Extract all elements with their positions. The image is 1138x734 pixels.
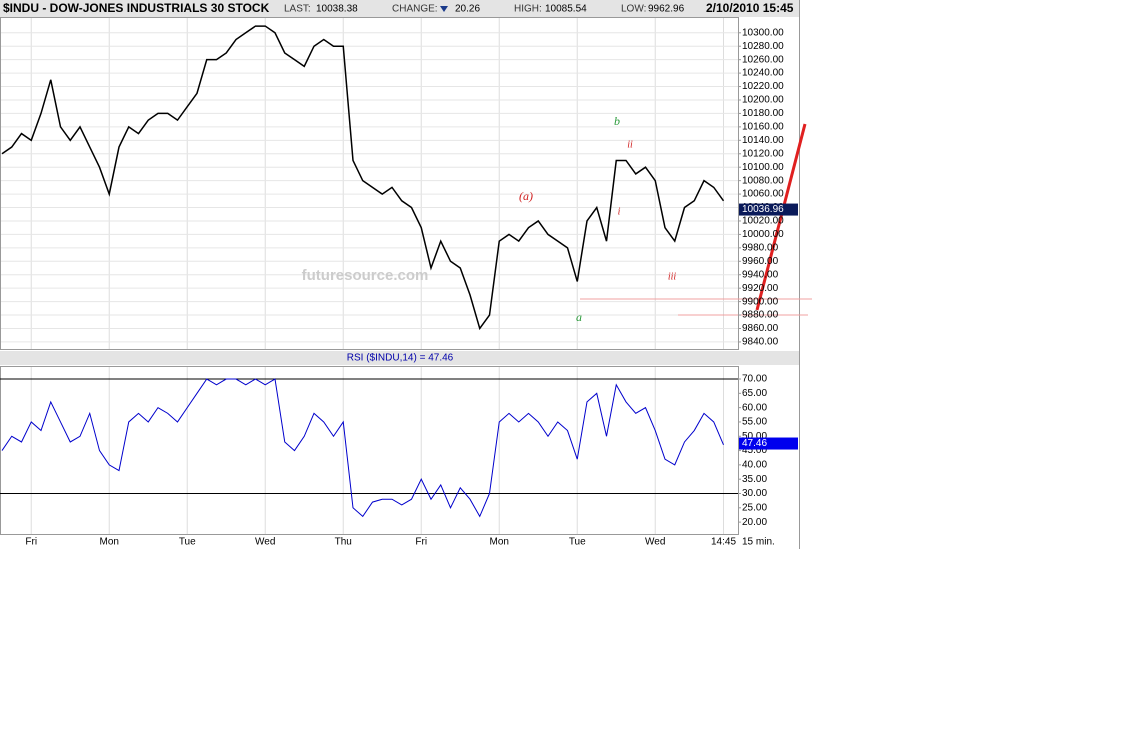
change-value: 20.26	[455, 4, 480, 15]
rsi-frame	[0, 366, 739, 535]
y-tick-label: 50.00	[742, 431, 767, 442]
y-tick-label: 9940.00	[742, 269, 779, 280]
last-value-box	[739, 437, 798, 450]
y-tick-label: 10180.00	[742, 108, 784, 119]
price-line	[1, 25, 725, 331]
rsi-title: RSI ($INDU,14) = 47.46	[347, 353, 454, 364]
x-tick-label: 14:45	[711, 537, 736, 548]
y-tick-label: 60.00	[742, 402, 767, 413]
watermark: futuresource.com	[302, 267, 429, 284]
x-tick-label: Thu	[335, 537, 352, 548]
y-tick-label: 10120.00	[742, 148, 784, 159]
last-value-label: 47.46	[742, 438, 767, 449]
x-tick-label: Mon	[100, 537, 119, 548]
y-tick-label: 65.00	[742, 388, 767, 399]
annotation: (a)	[519, 189, 533, 203]
y-tick-label: 10260.00	[742, 54, 784, 65]
y-tick-label: 9980.00	[742, 242, 779, 253]
x-tick-label: Wed	[255, 537, 275, 548]
x-tick-label: Wed	[645, 537, 665, 548]
annotation: ii	[627, 139, 633, 150]
annotation: a	[576, 310, 582, 324]
x-tick-label: Fri	[25, 537, 37, 548]
y-tick-label: 9860.00	[742, 323, 779, 334]
y-tick-label: 30.00	[742, 488, 767, 499]
y-tick-label: 9920.00	[742, 283, 779, 294]
price-frame	[0, 17, 739, 350]
y-tick-label: 35.00	[742, 474, 767, 485]
y-tick-label: 10280.00	[742, 41, 784, 52]
x-tick-label: Tue	[569, 537, 586, 548]
header-bar	[0, 0, 800, 17]
low-value: 9962.96	[648, 4, 685, 15]
high-label: HIGH:	[514, 4, 542, 15]
y-tick-label: 40.00	[742, 460, 767, 471]
y-tick-label: 10080.00	[742, 175, 784, 186]
y-tick-label: 55.00	[742, 417, 767, 428]
interval: 15 min.	[742, 537, 775, 548]
last-value: 10038.38	[316, 4, 358, 15]
low-label: LOW:	[621, 4, 646, 15]
y-tick-label: 10200.00	[742, 95, 784, 106]
annotation: i	[618, 206, 621, 217]
y-tick-label: 10000.00	[742, 229, 784, 240]
y-tick-label: 20.00	[742, 517, 767, 528]
y-tick-label: 10220.00	[742, 81, 784, 92]
datetime: 2/10/2010 15:45	[706, 1, 794, 15]
y-tick-label: 45.00	[742, 445, 767, 456]
x-tick-label: Mon	[490, 537, 509, 548]
y-tick-label: 10140.00	[742, 135, 784, 146]
y-tick-label: 9880.00	[742, 310, 779, 321]
y-tick-label: 10300.00	[742, 27, 784, 38]
y-tick-label: 10020.00	[742, 216, 784, 227]
change-label: CHANGE:	[392, 4, 438, 15]
last-label: LAST:	[284, 4, 311, 15]
annotation: iii	[668, 271, 677, 282]
x-tick-label: Fri	[415, 537, 427, 548]
high-value: 10085.54	[545, 4, 587, 15]
y-tick-label: 10160.00	[742, 122, 784, 133]
annotation: b	[614, 114, 620, 128]
last-value-box	[739, 203, 798, 216]
y-tick-label: 9900.00	[742, 296, 779, 307]
trend-line	[755, 123, 807, 311]
rsi-line	[1, 378, 724, 518]
y-tick-label: 10060.00	[742, 189, 784, 200]
y-tick-label: 10240.00	[742, 68, 784, 79]
y-tick-label: 10100.00	[742, 162, 784, 173]
y-tick-label: 9960.00	[742, 256, 779, 267]
y-tick-label: 70.00	[742, 374, 767, 385]
y-tick-label: 25.00	[742, 502, 767, 513]
symbol: $INDU - DOW-JONES INDUSTRIALS 30 STOCK	[3, 1, 270, 15]
x-tick-label: Tue	[179, 537, 196, 548]
rsi-title-bar	[0, 351, 800, 365]
y-tick-label: 9840.00	[742, 337, 779, 348]
down-arrow	[440, 6, 448, 12]
last-value-label: 10036.96	[742, 204, 784, 215]
